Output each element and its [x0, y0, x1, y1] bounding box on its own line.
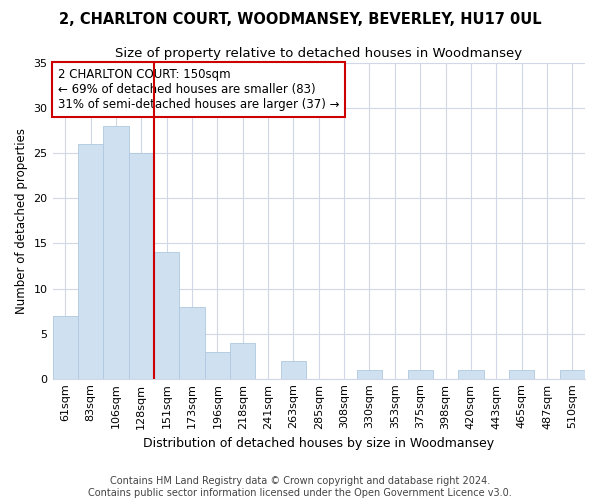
Title: Size of property relative to detached houses in Woodmansey: Size of property relative to detached ho…	[115, 48, 523, 60]
Y-axis label: Number of detached properties: Number of detached properties	[15, 128, 28, 314]
Bar	[128, 153, 154, 378]
Bar	[205, 352, 230, 378]
Bar	[103, 126, 128, 378]
Bar	[509, 370, 534, 378]
Bar	[78, 144, 103, 378]
Bar	[407, 370, 433, 378]
Bar	[281, 360, 306, 378]
X-axis label: Distribution of detached houses by size in Woodmansey: Distribution of detached houses by size …	[143, 437, 494, 450]
Text: 2, CHARLTON COURT, WOODMANSEY, BEVERLEY, HU17 0UL: 2, CHARLTON COURT, WOODMANSEY, BEVERLEY,…	[59, 12, 541, 28]
Text: 2 CHARLTON COURT: 150sqm
← 69% of detached houses are smaller (83)
31% of semi-d: 2 CHARLTON COURT: 150sqm ← 69% of detach…	[58, 68, 340, 111]
Bar	[53, 316, 78, 378]
Bar	[230, 342, 256, 378]
Bar	[357, 370, 382, 378]
Text: Contains HM Land Registry data © Crown copyright and database right 2024.
Contai: Contains HM Land Registry data © Crown c…	[88, 476, 512, 498]
Bar	[560, 370, 585, 378]
Bar	[154, 252, 179, 378]
Bar	[179, 306, 205, 378]
Bar	[458, 370, 484, 378]
